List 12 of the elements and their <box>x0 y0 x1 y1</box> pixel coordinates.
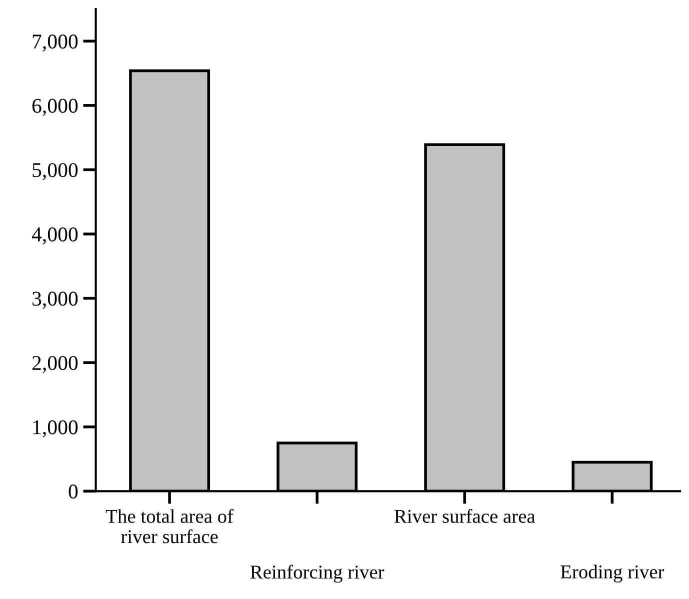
x-tick-label: Reinforcing river <box>250 564 384 583</box>
y-tick-label: 6,000 <box>32 98 78 116</box>
y-tick-label: 4,000 <box>32 227 78 244</box>
y-tick-label: 2,000 <box>32 356 78 374</box>
y-tick-label: 3,000 <box>32 292 78 309</box>
x-tick-label: The total area of river surface <box>106 509 234 544</box>
x-tick-label: Eroding river <box>560 564 664 582</box>
y-tick-label: 5,000 <box>32 163 78 180</box>
y-tick-label: 0 <box>68 484 78 499</box>
x-tick-label: River surface area <box>394 509 536 523</box>
y-tick-label: 1,000 <box>33 420 78 438</box>
y-tick-label: 7,000 <box>32 34 78 52</box>
